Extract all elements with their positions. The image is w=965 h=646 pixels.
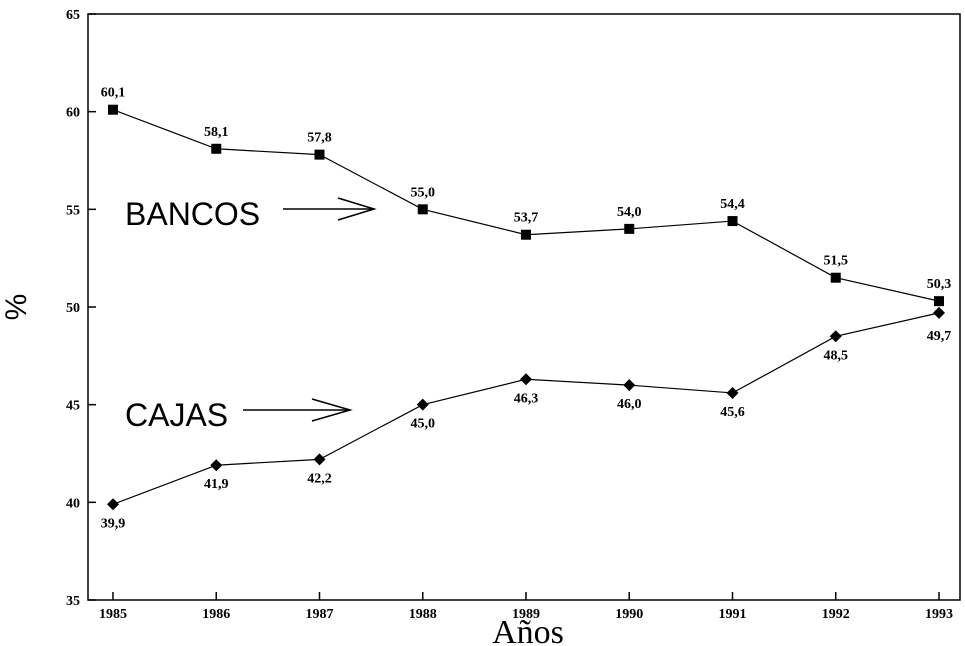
y-tick-label: 45	[66, 399, 80, 414]
data-point	[416, 398, 429, 411]
data-label: 39,9	[101, 516, 126, 531]
data-label: 55,0	[411, 185, 436, 200]
x-tick-label: 1993	[925, 607, 953, 622]
data-point	[520, 373, 532, 386]
data-label: 58,1	[204, 125, 229, 140]
y-tick-label: 35	[66, 594, 80, 609]
data-label: 48,5	[824, 348, 849, 363]
data-point	[934, 296, 944, 307]
data-label: 49,7	[927, 329, 952, 344]
data-label: 42,2	[307, 471, 332, 486]
y-tick-label: 40	[66, 496, 80, 511]
data-point	[211, 143, 222, 154]
data-point	[314, 149, 325, 160]
series-line	[112, 312, 940, 505]
data-label: 50,3	[927, 277, 952, 292]
data-label: 46,0	[617, 397, 642, 412]
y-tick-label: 65	[66, 8, 80, 23]
data-point	[521, 229, 531, 240]
x-tick-label: 1986	[202, 607, 230, 622]
y-tick-label: 50	[66, 301, 80, 316]
data-point	[727, 216, 738, 227]
data-point	[210, 459, 223, 472]
x-tick-label: 1992	[822, 607, 850, 622]
data-label: 41,9	[204, 477, 229, 492]
y-tick-label: 60	[66, 106, 80, 121]
x-tick-label: 1987	[306, 607, 334, 622]
data-point	[624, 223, 635, 234]
x-tick-label: 1990	[615, 607, 643, 622]
data-label: 46,3	[514, 391, 539, 406]
y-axis: 35 40 45 50 55 60 65	[66, 8, 96, 609]
series-layer: 60,1 58,1 57,8 55,0 53,7 54,0 54,4 51,5 50,3 39,9…	[101, 86, 952, 532]
data-label: 45,0	[411, 417, 436, 432]
data-point	[623, 379, 636, 392]
bancos-series-name: BANCOS	[125, 196, 260, 232]
data-point	[313, 453, 326, 466]
data-label: 53,7	[514, 211, 539, 226]
x-axis-title: Años	[492, 614, 564, 646]
data-point	[108, 104, 118, 115]
data-point	[107, 498, 119, 511]
data-label: 57,8	[307, 131, 332, 146]
data-point	[417, 204, 428, 215]
x-tick-label: 1985	[99, 607, 127, 622]
y-axis-title: %	[0, 294, 33, 321]
data-point	[726, 386, 739, 399]
cajas-arrow-head	[311, 398, 353, 422]
data-point	[933, 306, 945, 319]
cajas-annotation: CAJAS	[125, 397, 353, 433]
x-axis: 1985 1986 1987 1988 1989 1990 1991 1992 1993	[99, 592, 953, 622]
series-cajas: 39,9 41,9 42,2 45,0 46,3 46,0 45,6 48,5 49,7	[101, 306, 952, 531]
x-tick-label: 1991	[719, 607, 747, 622]
data-label: 54,0	[617, 205, 642, 220]
data-label: 54,4	[720, 197, 745, 212]
bancos-annotation: BANCOS	[125, 196, 377, 232]
cajas-series-name: CAJAS	[125, 397, 228, 433]
data-label: 45,6	[720, 405, 745, 420]
data-label: 60,1	[101, 86, 126, 101]
x-tick-label: 1988	[409, 607, 437, 622]
bancos-arrow-head	[337, 197, 377, 221]
data-point	[829, 330, 842, 343]
x-tick-label: 1989	[512, 607, 540, 622]
data-label: 51,5	[824, 254, 849, 269]
data-point	[830, 272, 841, 283]
series-bancos: 60,1 58,1 57,8 55,0 53,7 54,0 54,4 51,5 50,3	[101, 86, 952, 307]
y-tick-label: 55	[66, 203, 80, 218]
plot-frame	[87, 13, 961, 601]
